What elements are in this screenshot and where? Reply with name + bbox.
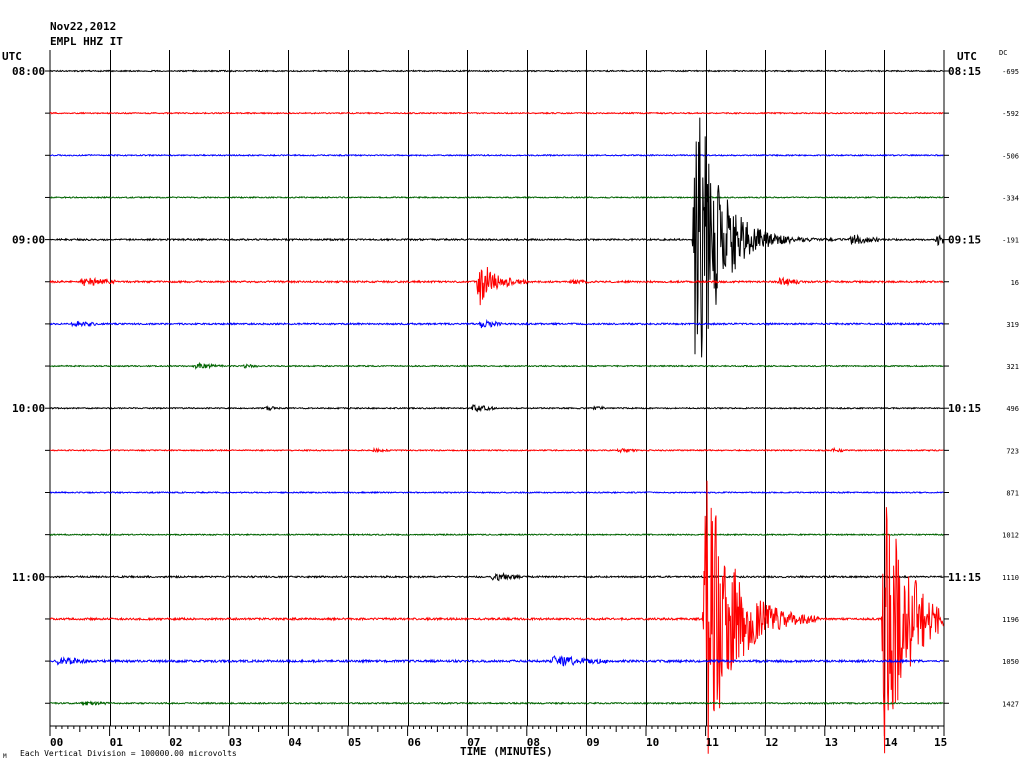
left-time-label: 10:00 [12,402,45,415]
dc-offset-label: 871 [1006,490,1019,498]
dc-offset-label: 16 [1011,279,1019,287]
trace-line-row-9 [49,446,944,454]
trace-line-row-14 [49,655,944,667]
dc-offset-label: -334 [1002,194,1019,202]
x-tick-label: 15 [934,736,947,749]
trace-line-row-0 [49,69,944,73]
x-tick-label: 13 [825,736,838,749]
axis-labels: 00 01 02 03 04 05 06 07 08 09 10 11 12 13 14 15 08:00 09:… [12,65,1019,749]
x-tick-label: 11 [706,736,720,749]
dc-offset-label: 319 [1006,321,1019,329]
dc-label: DC [999,49,1008,57]
utc-left-label: UTC [2,50,22,63]
trace-line-row-4 [49,117,944,358]
utc-right-label: UTC [957,50,977,63]
trace-line-row-7 [49,361,944,370]
trace-line-row-12 [49,572,944,582]
station-label: EMPL HHZ IT [50,35,123,48]
grid-lines [45,50,949,736]
trace-line-row-8 [49,404,944,413]
dc-offset-label: -592 [1002,110,1019,118]
x-tick-label: 04 [288,736,302,749]
dc-offset-label: -695 [1002,68,1019,76]
x-tick-label: 14 [884,736,898,749]
trace-line-row-3 [49,195,944,200]
dc-offset-label: 723 [1006,447,1019,455]
trace-line-row-6 [49,318,944,329]
x-tick-label: 02 [169,736,182,749]
dc-offset-label: 321 [1006,363,1019,371]
trace-line-row-11 [49,533,944,537]
footer-mark: M [3,753,7,760]
trace-line-row-2 [49,153,944,157]
date-label: Nov22,2012 [50,20,117,33]
x-tick-label: 10 [646,736,659,749]
dc-offset-label: 1012 [1002,532,1019,540]
left-time-label: 09:00 [12,234,45,247]
trace-line-row-10 [49,490,944,495]
scale-note: Each Vertical Division = 100000.00 micro… [20,749,237,758]
trace-line-row-1 [49,111,944,115]
x-tick-label: 03 [229,736,242,749]
trace-line-row-15 [49,700,944,706]
dc-offset-label: -191 [1002,237,1019,245]
dc-offset-label: 496 [1006,405,1019,413]
x-axis-title: TIME (MINUTES) [460,745,553,758]
dc-offset-label: 1427 [1002,700,1019,708]
right-time-label: 08:15 [948,65,981,78]
x-tick-label: 06 [408,736,422,749]
right-time-label: 11:15 [948,571,981,584]
x-tick-label: 07 [467,736,480,749]
right-time-label: 09:15 [948,234,981,247]
trace-line-row-5 [49,266,944,306]
x-tick-label: 05 [348,736,361,749]
dc-offset-label: 1050 [1002,658,1019,666]
x-tick-label: 09 [586,736,599,749]
dc-offset-label: 1196 [1002,616,1019,624]
x-tick-label: 08 [527,736,540,749]
x-tick-label: 00 [50,736,63,749]
x-tick-label: 12 [765,736,778,749]
trace-line-row-13 [49,480,944,754]
right-time-label: 10:15 [948,402,981,415]
x-tick-label: 01 [110,736,124,749]
dc-offset-label: -506 [1002,152,1019,160]
left-time-label: 11:00 [12,571,45,584]
dc-offset-label: 1110 [1002,574,1019,582]
left-time-label: 08:00 [12,65,45,78]
trace-group [49,69,944,754]
